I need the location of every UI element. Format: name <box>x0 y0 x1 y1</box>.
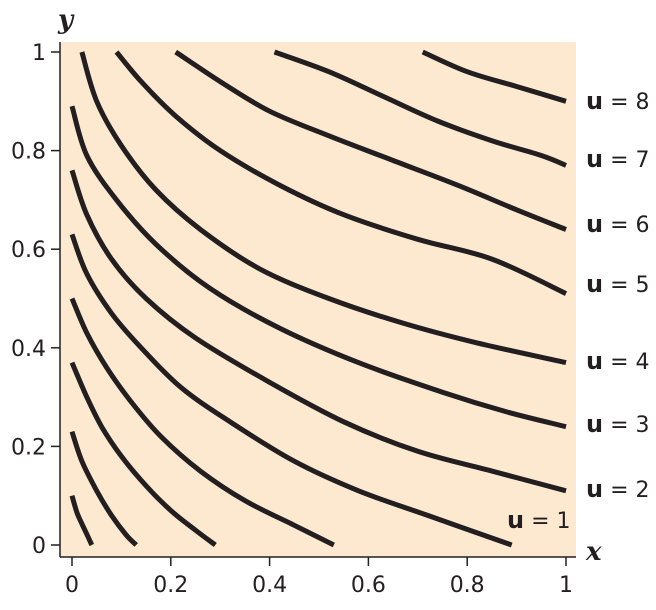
y-tick-label: 0 <box>32 534 46 559</box>
curve-label-1: u = 1 <box>507 506 571 534</box>
x-tick-label: 0.4 <box>252 573 287 598</box>
x-tick-label: 0.8 <box>450 573 485 598</box>
indifference-curve-3 <box>69 361 217 547</box>
curve-label-4: u = 4 <box>586 347 650 375</box>
curves-group <box>69 49 568 548</box>
x-tick-label: 0.2 <box>153 573 188 598</box>
indifference-curve-1 <box>69 495 95 547</box>
indifference-curve-11 <box>273 49 567 168</box>
curve-label-6: u = 6 <box>586 210 650 238</box>
y-tick-label: 0.2 <box>11 435 46 460</box>
indifference-curve-6 <box>69 169 567 494</box>
curve-label-8: u = 8 <box>586 87 650 115</box>
axes-group: 0 0.2 0.4 0.6 0.8 1 0 0.2 0.4 0.6 0.8 1 <box>11 41 576 598</box>
indifference-curve-4 <box>69 297 335 548</box>
curve-label-5: u = 5 <box>586 270 650 298</box>
y-tick-label: 0.8 <box>11 140 46 165</box>
x-tick-label: 1 <box>559 573 573 598</box>
y-tick-label: 1 <box>32 41 46 66</box>
indifference-curve-8 <box>79 51 567 366</box>
indifference-curve-2 <box>69 430 138 547</box>
y-tick-label: 0.4 <box>11 337 46 362</box>
indifference-curve-12 <box>421 49 567 104</box>
curve-label-3: u = 3 <box>586 410 650 438</box>
y-tick-label: 0.6 <box>11 238 46 263</box>
curve-labels-group: u = 8 u = 7 u = 6 u = 5 u = 4 u = 3 u = 2 u = 1 <box>507 87 650 534</box>
indifference-curve-9 <box>114 50 568 296</box>
indifference-curve-5 <box>69 233 513 548</box>
y-axis-label: y <box>57 5 75 35</box>
x-tick-label: 0.6 <box>351 573 386 598</box>
indifference-curve-7 <box>69 105 567 430</box>
x-tick-label: 0 <box>65 573 79 598</box>
indifference-curve-10 <box>174 49 567 232</box>
x-axis-label: x <box>585 537 602 567</box>
curve-label-7: u = 7 <box>586 145 650 173</box>
curve-label-2: u = 2 <box>586 475 650 503</box>
